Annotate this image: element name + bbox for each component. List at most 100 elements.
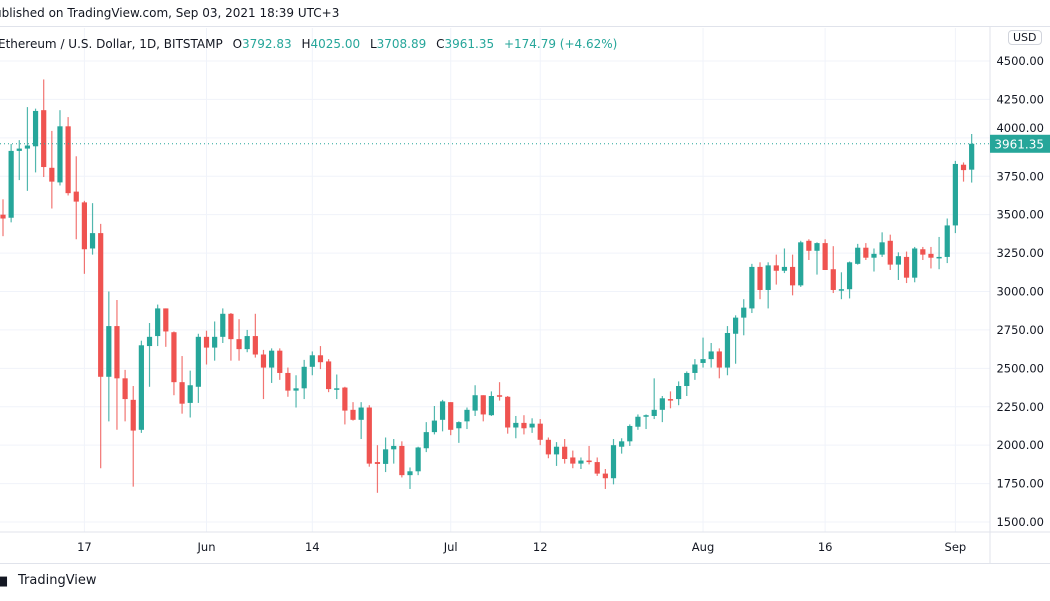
candle-body [920, 249, 926, 255]
published-note: ublished on TradingView.com, Sep 03, 202… [0, 6, 340, 20]
candle-body [179, 382, 185, 404]
candle-body [269, 350, 275, 368]
candle-2021-05-09 [16, 140, 22, 181]
candle-2021-06-03 [220, 308, 226, 343]
candle-body [798, 242, 804, 286]
candle-body [98, 233, 104, 377]
candle-body [65, 126, 71, 194]
candle-body [822, 243, 828, 270]
candle-2021-05-23 [130, 386, 136, 487]
candle-2021-06-30 [439, 399, 446, 432]
candle-2021-08-14 [806, 239, 812, 261]
candle-2021-05-15 [65, 117, 71, 196]
candle-body [773, 265, 779, 271]
candle-2021-06-02 [212, 321, 218, 361]
candle-2021-07-28 [667, 391, 674, 409]
candle-body [912, 248, 918, 278]
time-tick-label: 12 [533, 540, 548, 554]
candle-2021-07-19 [594, 457, 600, 476]
candle-2021-07-14 [553, 442, 560, 466]
candle-body [41, 110, 47, 168]
symbol-legend: Ethereum / U.S. Dollar, 1D, BITSTAMP O37… [0, 37, 617, 51]
price-tick-label: 1500.00 [996, 515, 1044, 529]
candle-2021-08-01 [700, 337, 706, 368]
candle-2021-05-17 [81, 200, 87, 274]
candle-body [382, 449, 389, 464]
candle-2021-07-13 [545, 437, 551, 459]
candle-body [781, 266, 788, 271]
candle-body [448, 402, 454, 430]
candle-body [749, 266, 755, 309]
candle-body [16, 148, 22, 151]
candle-body [464, 409, 470, 422]
candle-2021-08-26 [903, 251, 910, 284]
candle-2021-05-08 [8, 143, 14, 223]
candle-2021-07-04 [472, 385, 478, 416]
time-axis[interactable]: 17 Jun 14 Jul 12 Aug 16 Sep [0, 531, 1050, 554]
candle-body [252, 336, 258, 355]
candle-body [708, 351, 714, 360]
currency-button[interactable]: USD [1008, 30, 1042, 45]
candle-body [659, 398, 665, 410]
candle-2021-08-19 [846, 261, 853, 299]
candle-2021-06-20 [358, 402, 364, 440]
candle-body [627, 425, 633, 442]
candle-body [879, 242, 885, 255]
close-value: 3961.35 [444, 37, 495, 51]
candle-2021-05-30 [187, 370, 193, 418]
price-tick-label: 2000.00 [996, 438, 1044, 452]
brand-name[interactable]: TradingView [18, 573, 97, 588]
candle-2021-08-24 [887, 234, 893, 270]
candle-body [586, 460, 592, 463]
candle-2021-05-16 [73, 156, 79, 240]
candle-body [643, 415, 649, 417]
price-tick-label: 4000.00 [996, 121, 1044, 135]
candle-2021-09-01 [952, 160, 958, 234]
candle-2021-07-16 [570, 450, 576, 469]
candle-2021-05-27 [163, 308, 169, 347]
candle-2021-07-23 [627, 424, 633, 446]
candle-body [122, 378, 128, 400]
candle-2021-08-23 [879, 232, 885, 257]
candle-2021-07-25 [643, 414, 649, 430]
candle-2021-07-02 [456, 421, 462, 443]
candle-body [944, 225, 950, 257]
candle-2021-05-22 [122, 369, 128, 422]
candle-2021-08-20 [855, 243, 861, 265]
candle-2021-08-04 [724, 326, 731, 376]
candle-body [928, 253, 934, 258]
candle-body [236, 339, 242, 350]
candle-body [114, 326, 120, 379]
candle-2021-08-22 [871, 248, 877, 272]
candle-2021-07-18 [586, 445, 592, 465]
candle-body [716, 351, 722, 368]
candle-2021-07-31 [692, 359, 698, 380]
candle-body [8, 150, 14, 218]
candle-body [496, 395, 503, 397]
candle-body [106, 326, 112, 377]
candle-body [423, 432, 429, 449]
tradingview-logo-icon[interactable]: ■ [0, 574, 9, 589]
price-axis[interactable]: 4500.00 4250.00 4000.00 3750.00 3500.00 3250.… [989, 26, 1044, 563]
candle-2021-08-30 [936, 236, 942, 270]
candle-2021-08-25 [895, 252, 901, 280]
time-tick-label: Aug [692, 540, 714, 554]
candle-2021-07-01 [448, 402, 454, 436]
candle-body [806, 240, 812, 251]
candle-body [301, 366, 307, 389]
candle-body [887, 240, 893, 265]
candle-2021-06-28 [423, 422, 429, 453]
candle-2021-07-06 [488, 391, 494, 416]
candle-body [895, 256, 901, 265]
candle-2021-05-21 [114, 299, 120, 430]
candle-body [399, 445, 405, 476]
candle-2021-06-14 [309, 351, 315, 376]
candle-body [358, 407, 364, 420]
candle-2021-08-08 [757, 262, 763, 300]
candle-2021-07-15 [562, 439, 568, 464]
candle-body [936, 256, 942, 259]
price-tick-label: 3750.00 [996, 169, 1044, 183]
candle-2021-07-29 [676, 381, 682, 406]
candle-body [838, 289, 845, 291]
